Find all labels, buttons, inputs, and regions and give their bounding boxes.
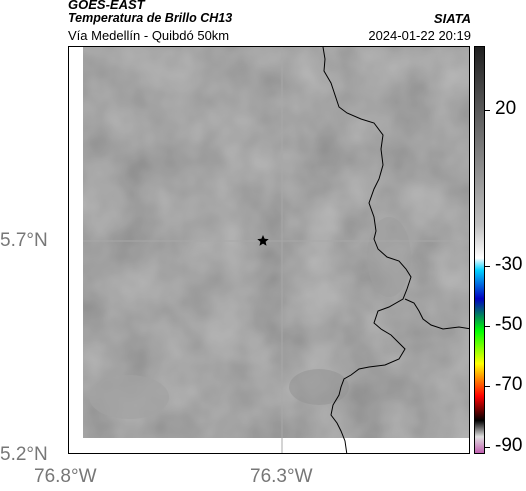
map-canvas [69, 47, 469, 453]
colorbar-label: 20 [495, 98, 517, 119]
colorbar-label: -90 [495, 435, 523, 456]
product-title: Temperatura de Brillo CH13 [68, 11, 233, 25]
colorbar-label: -30 [495, 254, 523, 275]
lon-tick-label: 76.3°W [250, 466, 313, 487]
lon-tick-label: 76.8°W [34, 466, 97, 487]
colorbar-tick [485, 386, 490, 387]
colorbar-tick [485, 447, 490, 448]
border-line [404, 298, 469, 330]
lat-tick-label: 5.2°N [0, 444, 48, 465]
colorbar-tick [485, 266, 490, 267]
colorbar-tick [485, 326, 490, 327]
satellite-map[interactable] [68, 46, 470, 454]
colorbar [474, 46, 485, 454]
colorbar-tick [485, 110, 490, 111]
agency-label: SIATA [433, 11, 471, 26]
coastline [322, 47, 412, 453]
colorbar-label: -50 [495, 314, 523, 335]
colorbar-label: -70 [495, 374, 523, 395]
route-label: Vía Medellín - Quibdó 50km [68, 28, 230, 43]
star-icon [257, 235, 269, 246]
lat-tick-label: 5.7°N [0, 230, 48, 251]
datetime-label: 2024-01-22 20:19 [368, 28, 471, 43]
satellite-title: GOES-EAST [68, 0, 145, 12]
